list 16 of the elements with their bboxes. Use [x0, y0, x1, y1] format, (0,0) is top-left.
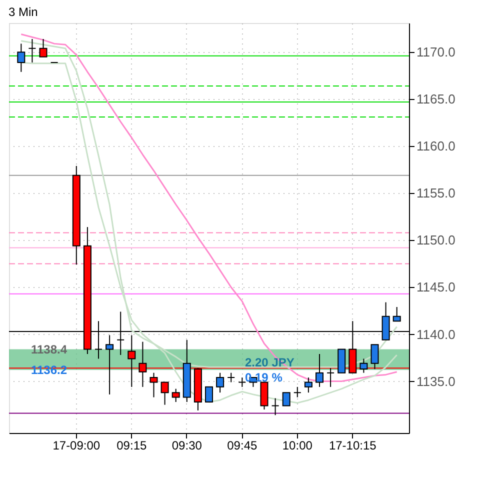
x-tick-label: 17-09:00: [52, 438, 100, 452]
y-tick-label: 1170.0: [416, 44, 456, 60]
x-tick-label: 17-10:15: [328, 438, 377, 452]
y-tick-label: 1160.0: [416, 138, 456, 154]
y-tick-label: 1165.0: [416, 92, 456, 107]
y-tick-label: 1135.0: [416, 374, 456, 389]
y-tick-label: 1140.0: [416, 326, 456, 342]
x-tick-label: 10:00: [282, 438, 313, 452]
chart-title: 3 Min: [8, 5, 38, 19]
y-tick-label: 1150.0: [416, 232, 456, 248]
y-tick-label: 1145.0: [416, 280, 456, 295]
annotation: 0.19 %: [245, 370, 283, 385]
x-tick-label: 09:15: [116, 438, 147, 452]
x-tick-label: 09:45: [227, 438, 258, 452]
x-tick-label: 09:30: [172, 438, 202, 452]
y-tick-label: 1155.0: [416, 186, 456, 201]
